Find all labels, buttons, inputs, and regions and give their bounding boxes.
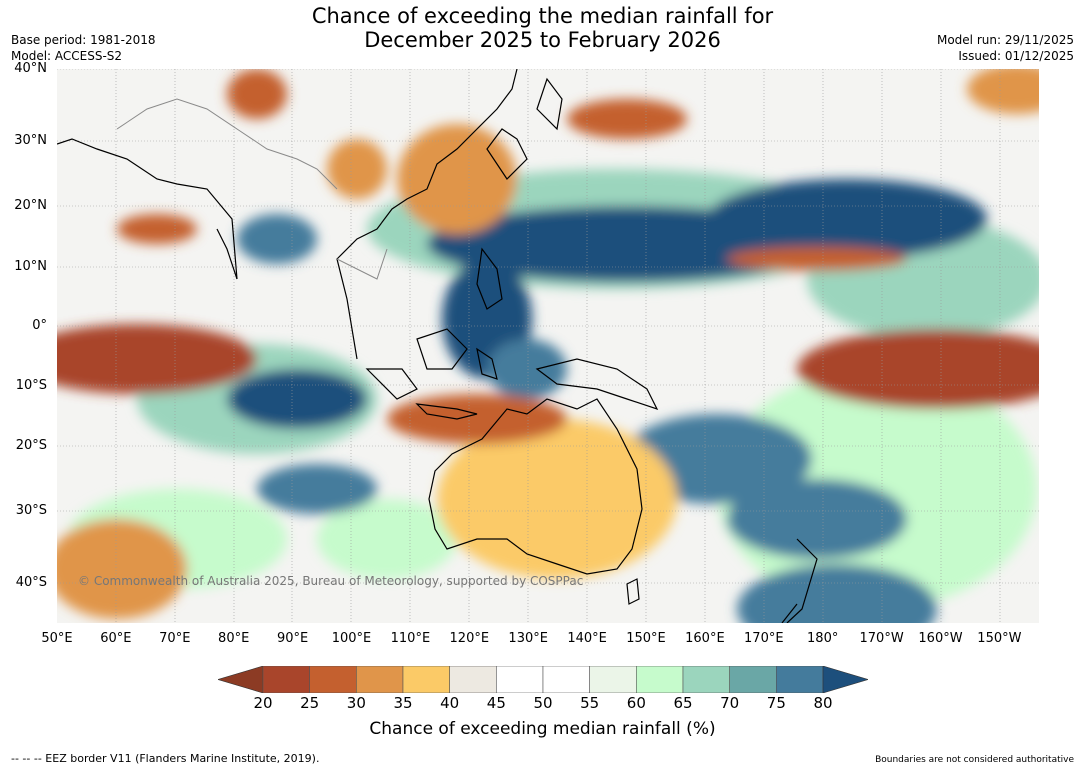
lon-label: 140°E bbox=[567, 631, 607, 646]
colorbar-tick: 25 bbox=[300, 694, 320, 712]
map-canvas bbox=[57, 69, 1039, 623]
lon-label: 160°W bbox=[918, 631, 963, 646]
colorbar-tick: 45 bbox=[486, 694, 506, 712]
colorbar-tick: 65 bbox=[673, 694, 693, 712]
colorbar-low-arrow bbox=[218, 666, 264, 693]
colorbar-tick: 40 bbox=[440, 694, 460, 712]
colorbar-tick: 80 bbox=[813, 694, 833, 712]
copyright-notice: © Commonwealth of Australia 2025, Bureau… bbox=[78, 574, 584, 588]
meta-left: Base period: 1981-2018 Model: ACCESS-S2 bbox=[11, 32, 156, 64]
model-name: Model: ACCESS-S2 bbox=[11, 49, 123, 63]
lat-label: 30°N bbox=[14, 133, 47, 148]
japan-coast bbox=[536, 77, 563, 131]
footer-eez-note: -- -- -- EEZ border V11 (Flanders Marine… bbox=[11, 752, 320, 765]
lon-label: 150°E bbox=[626, 631, 666, 646]
meta-right: Model run: 29/11/2025 Issued: 01/12/2025 bbox=[937, 32, 1074, 64]
base-period: Base period: 1981-2018 bbox=[11, 33, 156, 47]
lon-label: 70°E bbox=[159, 631, 191, 646]
colorbar-tick: 50 bbox=[533, 694, 553, 712]
colorbar-segment bbox=[636, 666, 684, 693]
colorbar-segment bbox=[496, 666, 544, 693]
lat-label: 0° bbox=[32, 318, 47, 333]
colorbar-tick: 75 bbox=[766, 694, 786, 712]
new-guinea-coast bbox=[535, 358, 659, 411]
colorbar-tick: 20 bbox=[253, 694, 273, 712]
colorbar-segment bbox=[542, 666, 590, 693]
colorbar-segment bbox=[262, 666, 310, 693]
tasmania-coast bbox=[626, 578, 640, 605]
colorbar-label: Chance of exceeding median rainfall (%) bbox=[369, 719, 716, 739]
lon-label: 170°E bbox=[744, 631, 784, 646]
coastlines bbox=[57, 69, 818, 623]
colorbar-tick: 35 bbox=[393, 694, 413, 712]
lon-label: 130°E bbox=[508, 631, 548, 646]
map-title: Chance of exceeding the median rainfall … bbox=[0, 4, 1085, 52]
colorbar-tick: 70 bbox=[720, 694, 740, 712]
lat-label: 10°S bbox=[15, 378, 47, 393]
india-south bbox=[216, 228, 238, 280]
lat-label: 20°N bbox=[14, 198, 47, 213]
lat-label: 40°S bbox=[15, 575, 47, 590]
colorbar-segment bbox=[589, 666, 637, 693]
graticule bbox=[57, 69, 1039, 623]
borneo-coast bbox=[416, 328, 468, 370]
lat-label: 30°S bbox=[15, 503, 47, 518]
colorbar-tick: 55 bbox=[580, 694, 600, 712]
lon-label: 110°E bbox=[390, 631, 431, 646]
model-run: Model run: 29/11/2025 bbox=[936, 33, 1074, 47]
title-line-1: Chance of exceeding the median rainfall … bbox=[311, 4, 774, 28]
lon-label: 100°E bbox=[331, 631, 372, 646]
probability-field bbox=[57, 69, 1039, 623]
lon-label: 60°E bbox=[100, 631, 132, 646]
colorbar bbox=[218, 666, 868, 693]
lat-label: 20°S bbox=[15, 438, 47, 453]
colorbar-segment bbox=[356, 666, 404, 693]
australia-coast bbox=[428, 398, 643, 575]
new-zealand-coast bbox=[781, 538, 818, 623]
colorbar-segment bbox=[682, 666, 730, 693]
title-line-2: December 2025 to February 2026 bbox=[364, 28, 721, 52]
philippines-coast bbox=[476, 247, 503, 310]
lat-label: 40°N bbox=[14, 61, 47, 76]
rainfall-map bbox=[57, 69, 1039, 623]
colorbar-segment bbox=[776, 666, 824, 693]
footer-boundaries-note: Boundaries are not considered authoritat… bbox=[875, 755, 1074, 765]
colorbar-segment bbox=[309, 666, 357, 693]
india-coast bbox=[57, 138, 238, 280]
issued-date: Issued: 01/12/2025 bbox=[958, 49, 1074, 63]
lon-label: 80°E bbox=[218, 631, 250, 646]
east-china-coast bbox=[486, 128, 528, 180]
java-coast bbox=[415, 403, 478, 420]
lon-label: 150°W bbox=[977, 631, 1022, 646]
colorbar-segment bbox=[402, 666, 450, 693]
lon-label: 180° bbox=[807, 631, 839, 646]
lon-label: 120°E bbox=[449, 631, 490, 646]
country-borders bbox=[116, 98, 388, 280]
colorbar-high-arrow bbox=[822, 666, 868, 693]
colorbar-segment bbox=[729, 666, 777, 693]
sumatra-coast bbox=[365, 368, 418, 400]
colorbar-segment bbox=[449, 666, 497, 693]
lon-label: 170°W bbox=[859, 631, 904, 646]
lon-label: 50°E bbox=[41, 631, 73, 646]
lat-label: 10°N bbox=[14, 259, 47, 274]
colorbar-tick: 60 bbox=[626, 694, 646, 712]
colorbar-tick: 30 bbox=[346, 694, 366, 712]
se-asia-coast bbox=[336, 69, 518, 360]
lon-label: 160°E bbox=[685, 631, 725, 646]
sulawesi-coast bbox=[476, 347, 498, 380]
lon-label: 90°E bbox=[276, 631, 309, 646]
